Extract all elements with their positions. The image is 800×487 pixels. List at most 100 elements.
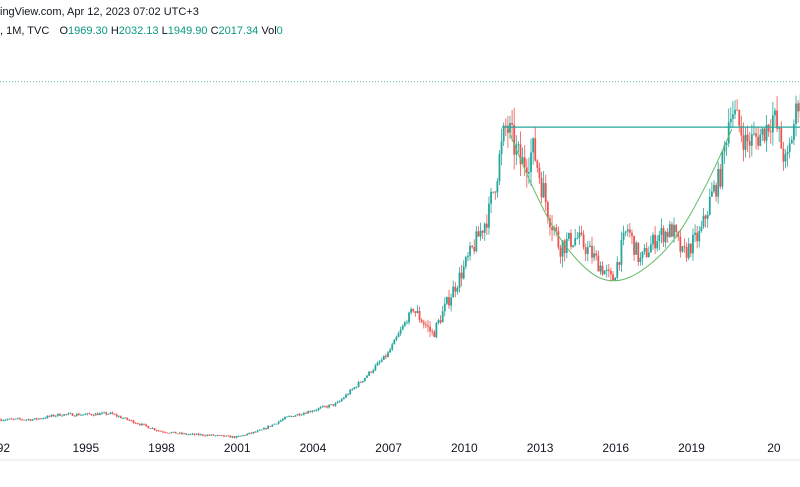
candle-body xyxy=(565,238,568,254)
candle-body xyxy=(551,227,553,231)
candle-body xyxy=(187,434,190,436)
candle-body xyxy=(94,413,97,416)
candle-body xyxy=(662,228,665,243)
candle-body xyxy=(435,322,438,338)
candle-body xyxy=(576,237,579,239)
candle-body xyxy=(530,152,532,173)
candle-body xyxy=(273,423,276,425)
candle-body xyxy=(44,418,47,419)
candle-body xyxy=(445,297,448,304)
candle-body xyxy=(73,415,76,417)
candle-body xyxy=(753,133,755,135)
candle-body xyxy=(309,411,312,412)
candle-body xyxy=(683,246,686,248)
candle-body xyxy=(263,428,265,430)
candle-body xyxy=(519,144,522,165)
candle-body xyxy=(467,255,469,258)
candle-body xyxy=(626,229,629,232)
candle-body xyxy=(450,297,453,306)
candle-body xyxy=(246,433,249,436)
candle-body xyxy=(210,434,213,436)
candle-body xyxy=(429,326,431,332)
candle-body xyxy=(233,436,236,438)
candle-body xyxy=(328,404,331,408)
candle-body xyxy=(103,412,106,414)
candle-body xyxy=(759,134,762,146)
ohlc-open-key: O xyxy=(59,25,68,37)
candle-body xyxy=(458,272,461,288)
candle-body xyxy=(181,432,183,434)
candle-body xyxy=(176,433,179,435)
candle-body xyxy=(563,240,566,254)
candle-body xyxy=(523,157,526,168)
candle-body xyxy=(258,429,261,431)
candle-body xyxy=(410,309,413,313)
cup-pattern-curve xyxy=(506,126,733,282)
candle-body xyxy=(393,339,396,345)
candle-body xyxy=(689,243,692,254)
candle-body xyxy=(786,151,789,155)
candle-body xyxy=(702,215,705,227)
candle-body xyxy=(664,231,667,243)
candle-body xyxy=(378,361,381,363)
candle-body xyxy=(666,231,669,237)
candle-body xyxy=(374,365,377,371)
candle-body xyxy=(454,286,457,292)
candle-body xyxy=(242,435,244,436)
candle-body xyxy=(31,419,34,421)
candle-body xyxy=(742,135,745,150)
candle-body xyxy=(275,423,278,425)
candle-body xyxy=(532,138,535,153)
candle-body xyxy=(652,234,654,245)
candle-body xyxy=(65,414,68,415)
ohlc-low-value: 1949.90 xyxy=(167,25,208,37)
candle-body xyxy=(6,419,9,421)
candle-body xyxy=(19,418,21,420)
candle-body xyxy=(317,408,320,411)
candle-body xyxy=(27,419,30,421)
candle-body xyxy=(195,433,198,435)
candle-body xyxy=(635,242,638,255)
candle-body xyxy=(204,435,206,437)
candle-body xyxy=(61,415,63,417)
candle-body xyxy=(69,413,72,415)
candle-body xyxy=(88,413,91,415)
candle-body xyxy=(717,169,720,197)
candle-body xyxy=(725,143,728,145)
candle-body xyxy=(692,234,694,254)
candle-body xyxy=(639,257,642,263)
candle-body xyxy=(281,419,284,421)
candle-body xyxy=(441,311,444,323)
candle-body xyxy=(271,424,274,427)
candle-body xyxy=(40,418,42,420)
candle-body xyxy=(128,419,131,421)
candle-body xyxy=(155,430,158,431)
candle-body xyxy=(656,241,659,249)
candle-body xyxy=(448,297,450,306)
candle-body xyxy=(729,118,732,123)
candle-body xyxy=(483,223,486,233)
candlestick-series xyxy=(0,94,800,439)
candle-body xyxy=(750,134,753,146)
candle-body xyxy=(504,125,507,127)
candle-body xyxy=(82,414,84,416)
candle-body xyxy=(368,371,370,376)
candle-body xyxy=(694,232,696,235)
candle-body xyxy=(607,269,610,272)
ohlc-open-value: 1969.30 xyxy=(68,25,108,37)
candle-body xyxy=(700,226,703,231)
candle-body xyxy=(347,394,349,396)
candle-body xyxy=(732,114,734,119)
candle-body xyxy=(612,274,614,281)
candle-body xyxy=(376,362,379,366)
candle-body xyxy=(290,416,293,417)
candle-body xyxy=(740,125,743,136)
candle-body xyxy=(183,433,185,435)
candle-body xyxy=(517,144,520,146)
candle-body xyxy=(704,215,707,219)
candle-body xyxy=(641,251,644,258)
candle-body xyxy=(687,243,690,258)
candle-body xyxy=(141,423,143,426)
candle-body xyxy=(355,386,358,388)
